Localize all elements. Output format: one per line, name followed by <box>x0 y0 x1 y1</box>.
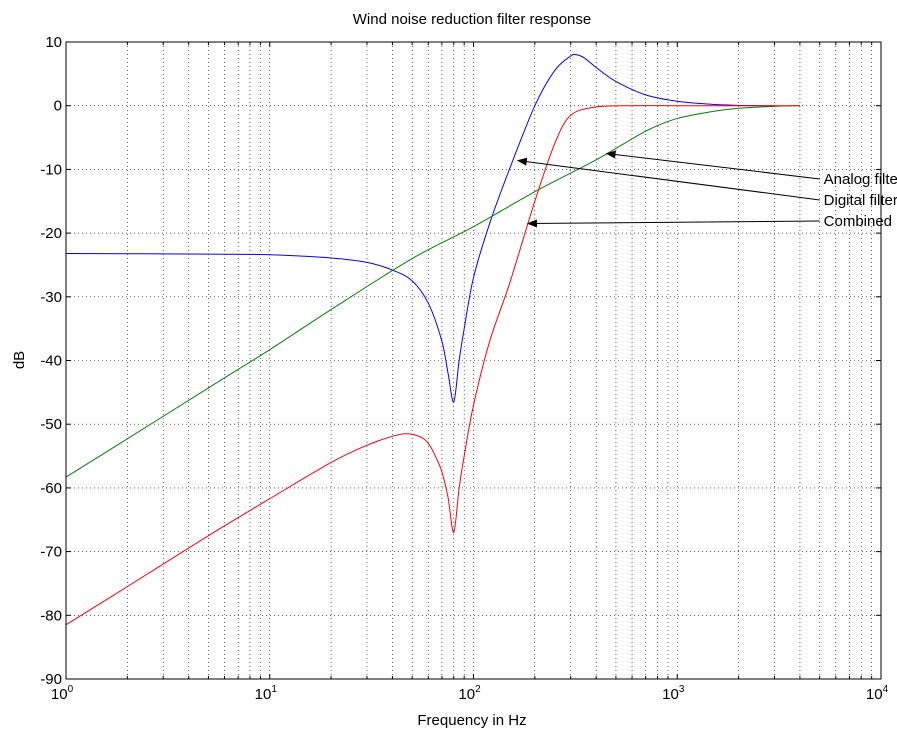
x-tick-label: 103 <box>662 684 685 703</box>
y-tick-label: -10 <box>40 161 62 178</box>
plot-area <box>66 42 881 679</box>
y-tick-label: -90 <box>40 671 62 688</box>
annotation-label: Combined response <box>824 213 897 230</box>
annotation-label: Digital filter <box>824 192 897 209</box>
series-line-combined <box>65 105 800 626</box>
series-line-analog <box>65 105 800 478</box>
annotation-label: Analog filter <box>824 171 897 188</box>
y-tick-label: -40 <box>40 353 62 370</box>
annotations: Analog filter Digital filter Combined resp… <box>516 150 897 230</box>
y-tick-label: -30 <box>40 289 62 306</box>
y-tick-label: -70 <box>40 544 62 561</box>
annotation-arrow <box>526 219 820 228</box>
y-tick-label: -60 <box>40 480 62 497</box>
y-tick-label: 10 <box>45 34 62 51</box>
chart-title: Wind noise reduction filter response <box>353 11 591 28</box>
x-tick-label: 102 <box>458 684 481 703</box>
y-tick-label: -50 <box>40 416 62 433</box>
y-tick-label: -20 <box>40 225 62 242</box>
x-tick-label: 104 <box>866 684 889 703</box>
y-tick-label: 0 <box>54 98 62 115</box>
x-tick-label: 101 <box>255 684 278 703</box>
annotation-arrow <box>516 157 820 201</box>
x-axis-label: Frequency in Hz <box>417 712 526 729</box>
y-axis-label: dB <box>11 351 28 369</box>
annotation-arrow <box>605 150 820 180</box>
series-line-digital <box>65 53 775 403</box>
y-tick-label: -80 <box>40 607 62 624</box>
series-layer <box>65 53 800 626</box>
x-tick-label: 100 <box>51 684 74 703</box>
